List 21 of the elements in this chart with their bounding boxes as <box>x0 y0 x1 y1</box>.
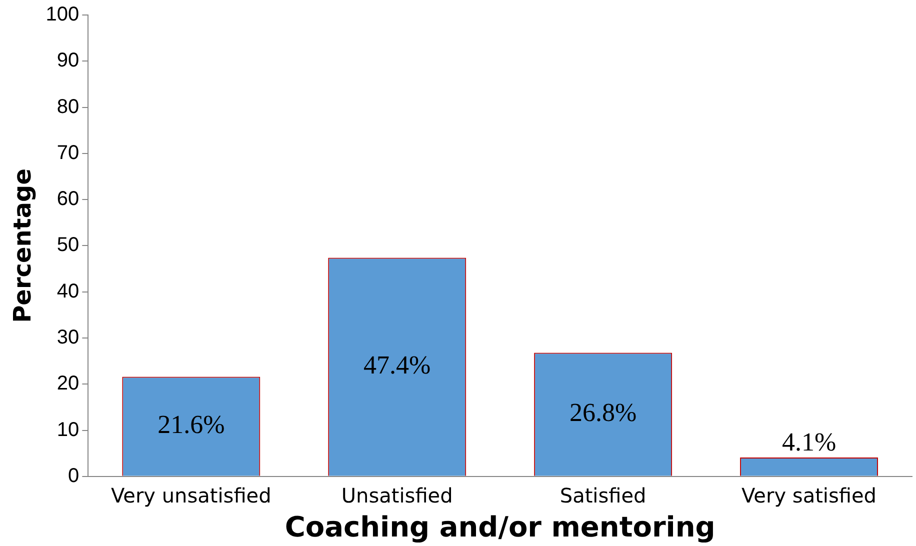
y-tick-label: 90 <box>56 50 80 72</box>
x-tick-label: Satisfied <box>560 484 646 508</box>
data-label: 4.1% <box>782 427 836 456</box>
y-tick-label: 100 <box>46 4 80 26</box>
y-tick-label: 60 <box>56 188 80 210</box>
y-tick-label: 30 <box>56 326 80 348</box>
y-axis-title: Percentage <box>8 168 37 323</box>
x-tick-label: Very unsatisfied <box>111 484 272 508</box>
y-tick-label: 0 <box>68 464 80 487</box>
y-tick-label: 20 <box>56 372 80 395</box>
y-tick-label: 10 <box>56 418 80 441</box>
y-tick-label: 40 <box>56 280 80 302</box>
x-tick-label: Unsatisfied <box>341 484 453 508</box>
x-tick-label: Very satisfied <box>742 484 876 508</box>
data-label: 21.6% <box>158 410 225 440</box>
y-tick-label: 50 <box>56 234 80 256</box>
y-tick-label: 80 <box>56 96 80 118</box>
y-tick-label: 70 <box>56 142 80 164</box>
data-label: 47.4% <box>364 350 431 380</box>
data-label: 26.8% <box>569 398 637 428</box>
x-axis-title: Coaching and/or mentoring <box>284 510 716 544</box>
